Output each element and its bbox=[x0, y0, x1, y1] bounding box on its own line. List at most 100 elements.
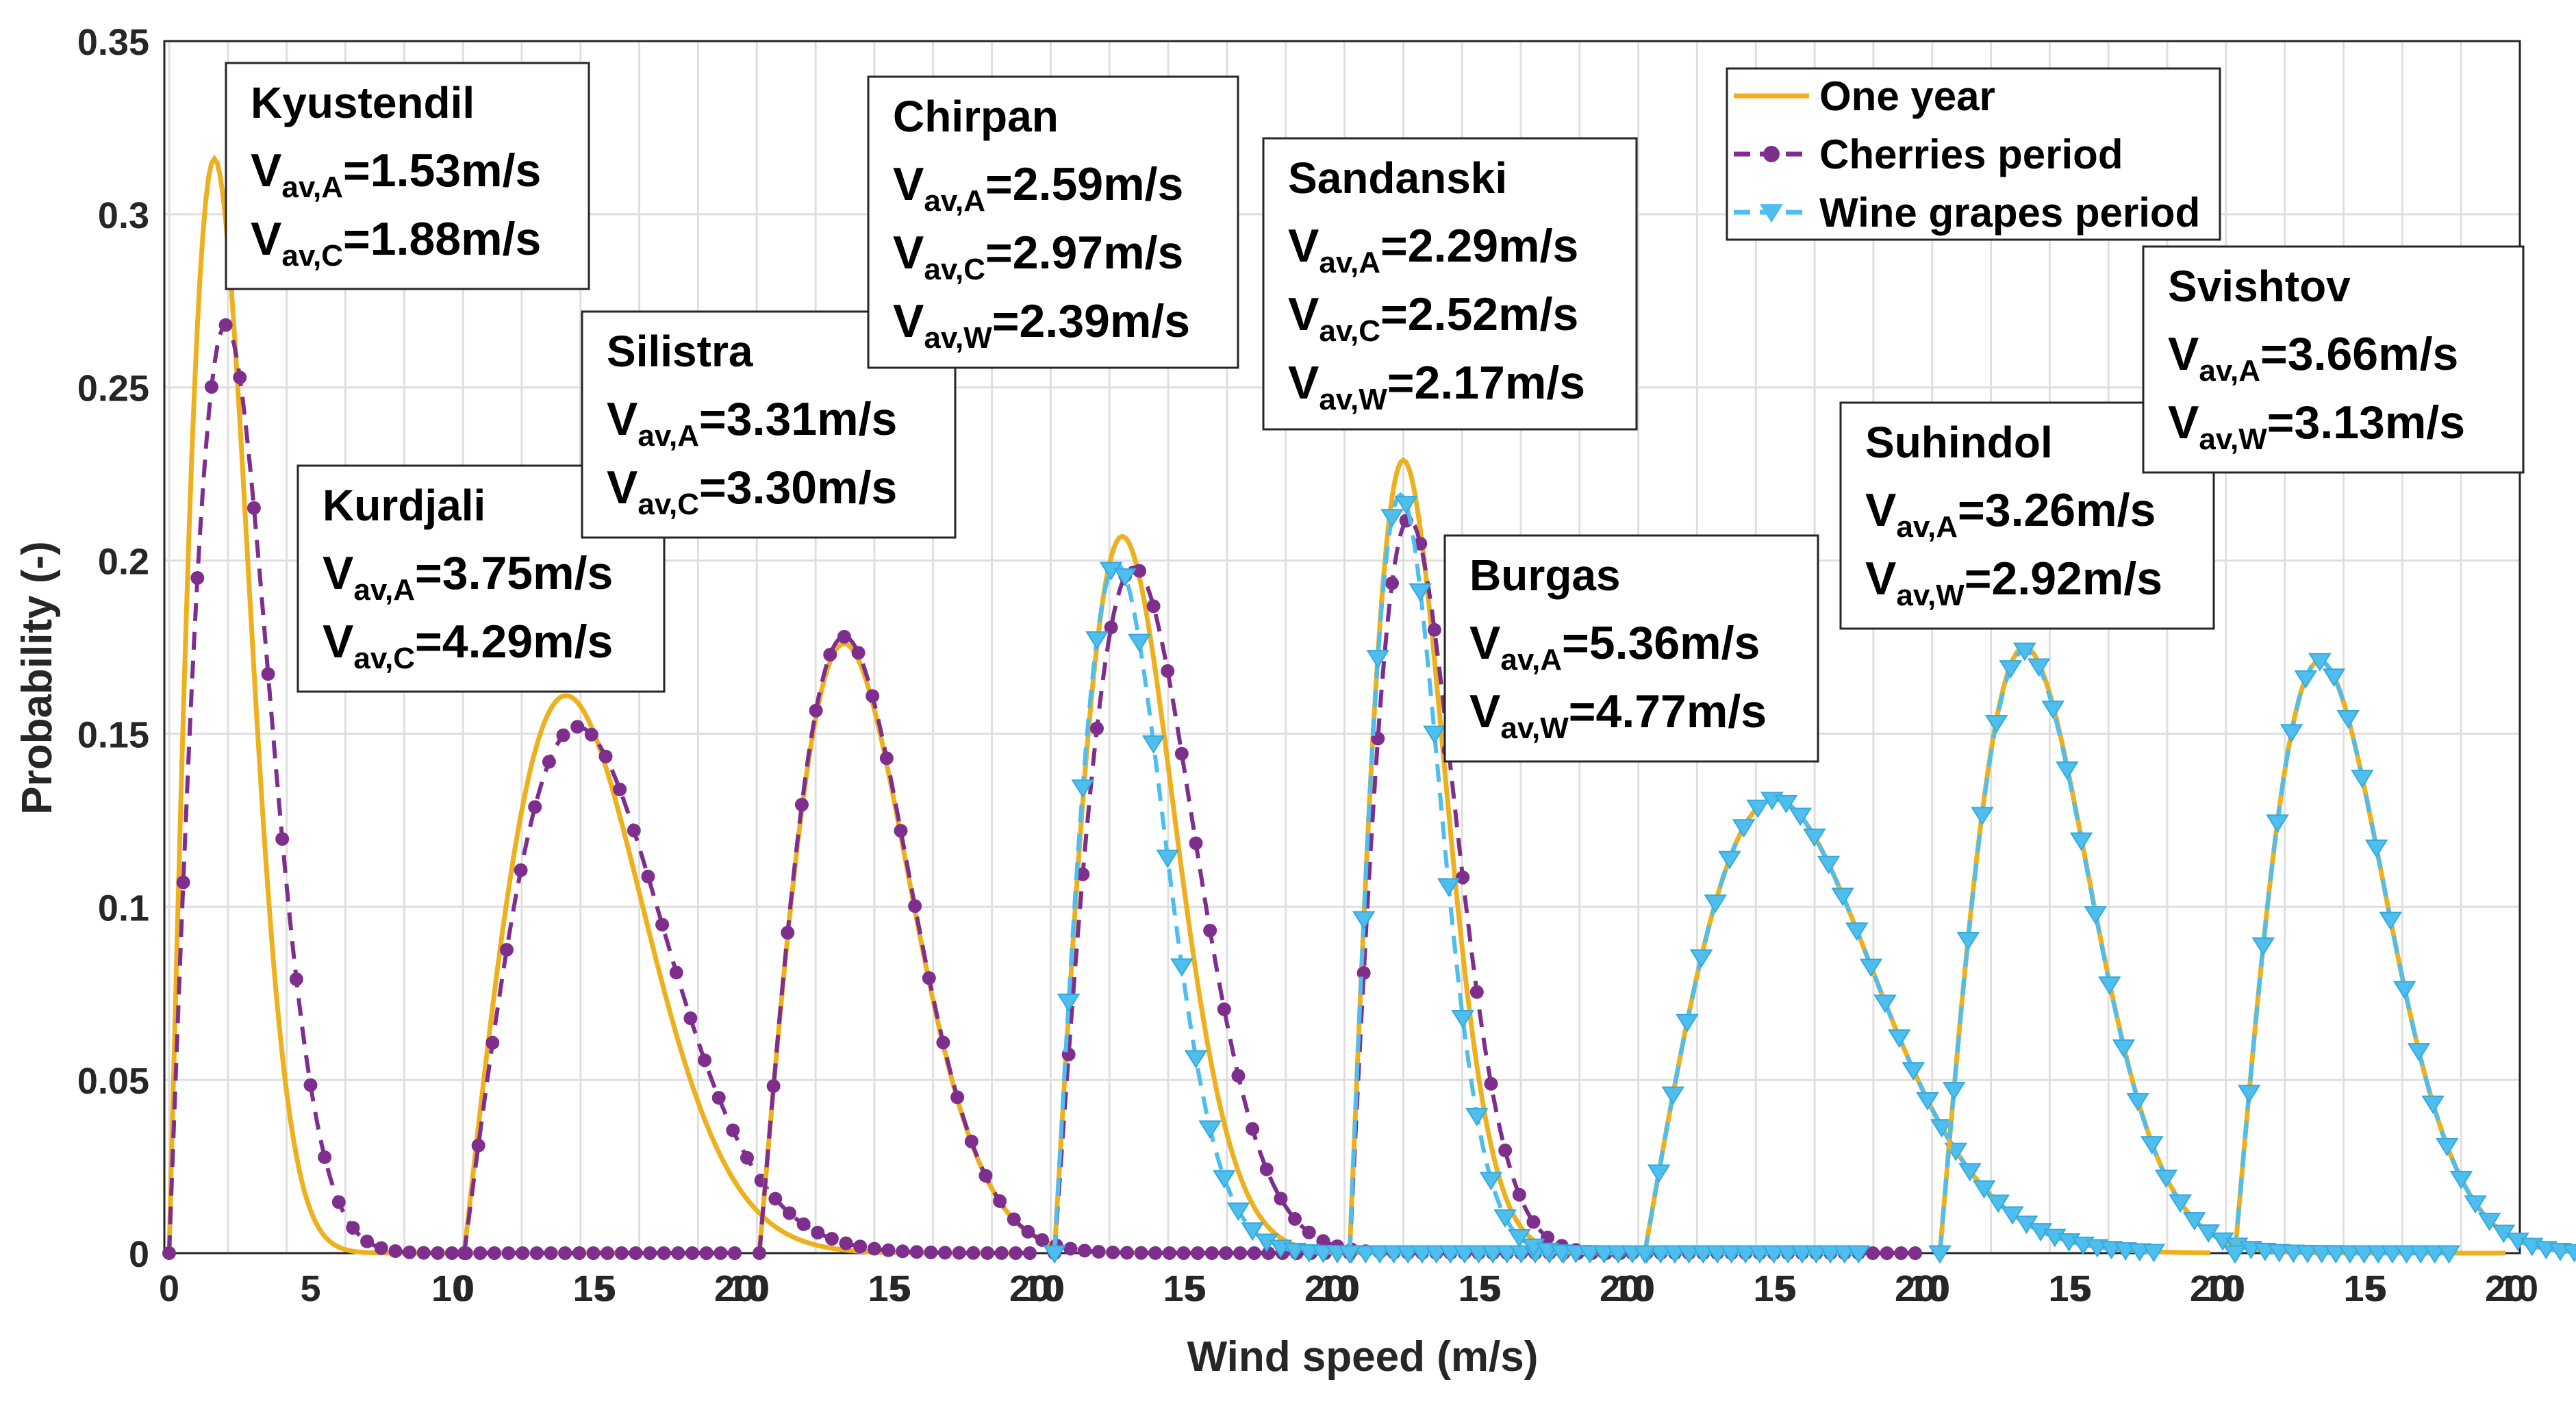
data-point-wine-grapes bbox=[1409, 583, 1432, 602]
data-point-cherries bbox=[1908, 1246, 1922, 1260]
data-point-cherries bbox=[1007, 1212, 1021, 1226]
data-point-cherries bbox=[669, 966, 683, 980]
annotation-box bbox=[867, 75, 1239, 369]
data-point-cherries bbox=[346, 1221, 360, 1235]
data-point-wine-grapes bbox=[2097, 976, 2121, 995]
data-point-wine-grapes bbox=[1746, 799, 1770, 818]
data-point-cherries bbox=[1512, 1187, 1526, 1202]
data-point-cherries bbox=[162, 1246, 176, 1260]
data-point-wine-grapes bbox=[1732, 819, 1756, 838]
data-point-wine-grapes bbox=[2069, 832, 2093, 851]
data-point-wine-grapes bbox=[1424, 1245, 1448, 1264]
data-point-cherries bbox=[556, 728, 570, 742]
data-point-wine-grapes bbox=[1043, 1245, 1066, 1264]
annotation-average-speed: Vav,A=2.29m/s bbox=[1288, 220, 1578, 279]
data-point-cherries bbox=[360, 1234, 375, 1248]
annotation-box bbox=[1443, 534, 1819, 763]
data-point-wine-grapes bbox=[1986, 1194, 2010, 1213]
data-point-wine-grapes bbox=[1411, 1245, 1434, 1264]
data-point-cherries bbox=[601, 1246, 615, 1260]
data-point-cherries bbox=[766, 1079, 781, 1094]
annotation-site-name: Sandanski bbox=[1288, 153, 1507, 203]
grid bbox=[164, 40, 2521, 1255]
data-point-cherries bbox=[714, 1246, 728, 1260]
data-point-cherries bbox=[403, 1245, 417, 1259]
data-point-cherries bbox=[1203, 923, 1217, 937]
data-point-cherries bbox=[1427, 622, 1441, 637]
data-point-cherries bbox=[1089, 721, 1104, 735]
data-point-cherries bbox=[261, 667, 275, 681]
data-point-cherries bbox=[529, 1246, 544, 1260]
data-point-wine-grapes bbox=[2409, 1245, 2432, 1264]
x-tick-label: 5 bbox=[2071, 1268, 2091, 1309]
data-point-cherries bbox=[516, 1246, 530, 1260]
annotation-average-speed: Vav,C=2.52m/s bbox=[1288, 288, 1578, 348]
data-point-wine-grapes bbox=[2336, 709, 2360, 729]
data-point-cherries bbox=[303, 1078, 318, 1092]
x-tick-label: 15 bbox=[1458, 1268, 1499, 1309]
data-point-wine-grapes bbox=[1774, 794, 1798, 814]
data-point-cherries bbox=[1009, 1246, 1023, 1260]
x-tick-label: 20 bbox=[1895, 1268, 1936, 1309]
legend-entry: Wine grapes period bbox=[1734, 190, 2200, 236]
data-point-cherries bbox=[1526, 1215, 1541, 1229]
x-tick-label: 10 bbox=[1022, 1268, 1063, 1309]
data-point-cherries bbox=[1217, 1002, 1231, 1016]
data-point-wine-grapes bbox=[2421, 1095, 2445, 1114]
data-point-wine-grapes bbox=[2237, 1085, 2261, 1104]
data-point-wine-grapes bbox=[1423, 725, 1446, 744]
data-point-wine-grapes bbox=[2449, 1170, 2473, 1189]
data-point-wine-grapes bbox=[2013, 642, 2036, 661]
annotation-average-speed: Vav,A=1.53m/s bbox=[251, 144, 541, 204]
x-tick-label: 20 bbox=[1600, 1268, 1641, 1309]
data-point-cherries bbox=[374, 1241, 388, 1255]
data-point-cherries bbox=[1191, 1246, 1205, 1260]
x-tick-label: 15 bbox=[868, 1268, 909, 1309]
data-point-cherries bbox=[981, 1246, 995, 1260]
data-point-wine-grapes bbox=[1789, 807, 1812, 827]
data-point-wine-grapes bbox=[1817, 855, 1841, 874]
data-point-wine-grapes bbox=[1394, 496, 1418, 514]
site-annotations: Kyustendil Vav,A=1.53m/s Vav,C=1.88m/s Kurd… bbox=[225, 62, 2525, 763]
data-point-wine-grapes bbox=[1467, 1245, 1491, 1264]
data-point-cherries bbox=[867, 1241, 881, 1256]
data-point-wine-grapes bbox=[2280, 724, 2303, 743]
data-point-cherries bbox=[909, 1245, 924, 1259]
data-point-wine-grapes bbox=[1956, 932, 1980, 950]
data-point-wine-grapes bbox=[2379, 911, 2402, 931]
data-point-cherries bbox=[809, 703, 823, 718]
data-point-wine-grapes bbox=[2223, 1245, 2247, 1264]
annotation-sandanski: Sandanski Vav,A=2.29m/s Vav,C=2.52m/s Vav,W… bbox=[1262, 137, 1638, 431]
legend-marker bbox=[1763, 146, 1780, 162]
data-point-cherries bbox=[1385, 576, 1399, 590]
panel-kurdjali bbox=[457, 693, 1037, 1260]
x-tick-label: 0 bbox=[1044, 1268, 1065, 1309]
annotation-site-name: Kyustendil bbox=[251, 78, 475, 127]
x-tick-label: 0 bbox=[159, 1268, 179, 1309]
ticks: 00.050.10.150.20.250.30.350 5 10 15 200 5 10 15… bbox=[77, 22, 2538, 1309]
data-point-cherries bbox=[1023, 1246, 1037, 1260]
data-point-wine-grapes bbox=[1071, 779, 1095, 798]
data-point-cherries bbox=[837, 629, 851, 644]
data-point-cherries bbox=[851, 646, 866, 660]
data-point-wine-grapes bbox=[2169, 1194, 2192, 1213]
x-axis-label: Wind speed (m/s) bbox=[1187, 1333, 1539, 1381]
data-point-cherries bbox=[501, 1246, 516, 1260]
data-point-wine-grapes bbox=[2127, 1243, 2151, 1262]
x-tick-label: 20 bbox=[2485, 1268, 2526, 1309]
data-point-wine-grapes bbox=[1706, 1245, 1729, 1264]
x-tick-label: 5 bbox=[2366, 1268, 2386, 1309]
data-point-wine-grapes bbox=[1916, 1092, 1939, 1111]
data-point-cherries bbox=[964, 1134, 978, 1148]
annotation-box bbox=[2142, 245, 2525, 474]
data-point-cherries bbox=[1189, 836, 1203, 850]
data-point-cherries bbox=[544, 1246, 558, 1260]
data-point-wine-grapes bbox=[1226, 1202, 1250, 1222]
data-point-wine-grapes bbox=[1971, 807, 1994, 826]
data-point-cherries bbox=[1204, 1246, 1219, 1260]
data-point-wine-grapes bbox=[2435, 1137, 2459, 1157]
data-point-wine-grapes bbox=[2423, 1245, 2447, 1264]
data-point-cherries bbox=[823, 648, 837, 662]
annotation-average-speed: Vav,C=3.30m/s bbox=[607, 462, 897, 521]
data-point-cherries bbox=[811, 1225, 825, 1239]
